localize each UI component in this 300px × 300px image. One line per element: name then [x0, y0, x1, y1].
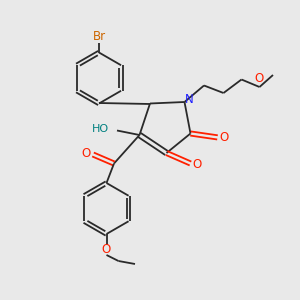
Text: Br: Br	[92, 29, 106, 43]
Text: O: O	[254, 72, 263, 85]
Text: HO: HO	[92, 124, 109, 134]
Text: O: O	[102, 243, 111, 256]
Text: O: O	[82, 146, 91, 160]
Text: N: N	[185, 93, 194, 106]
Text: O: O	[193, 158, 202, 172]
Text: O: O	[220, 131, 229, 144]
